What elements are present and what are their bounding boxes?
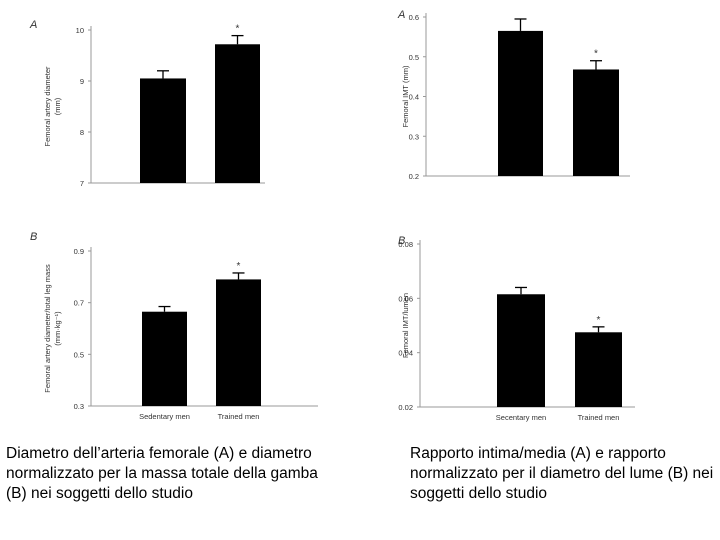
category-label: Secentary men bbox=[496, 413, 546, 422]
y-axis-label: Femoral IMT/lumen bbox=[401, 293, 410, 358]
y-axis-label: Femoral artery diameter/total leg mass bbox=[43, 264, 52, 393]
y-tick-label: 0.6 bbox=[409, 13, 419, 22]
panel-label: A bbox=[29, 19, 37, 31]
caption-left: Diametro dell’arteria femorale (A) e dia… bbox=[6, 445, 318, 502]
y-tick-label: 0.5 bbox=[409, 53, 419, 62]
bar-sedentary bbox=[140, 78, 186, 183]
y-tick-label: 0.04 bbox=[398, 349, 413, 358]
y-axis-label: (mm) bbox=[53, 97, 62, 115]
y-tick-label: 0.2 bbox=[409, 172, 419, 181]
bar-trained bbox=[216, 279, 261, 406]
category-label: Trained men bbox=[578, 413, 620, 422]
significance-marker: * bbox=[594, 49, 598, 60]
caption-right: Rapporto intima/media (A) e rapporto nor… bbox=[410, 445, 714, 502]
bar-sedentary bbox=[497, 294, 545, 407]
category-label: Trained men bbox=[218, 412, 260, 421]
bar-sedentary bbox=[498, 30, 543, 176]
category-label: Sedentary men bbox=[139, 412, 190, 421]
significance-marker: * bbox=[237, 261, 241, 272]
y-tick-label: 0.4 bbox=[409, 93, 419, 102]
y-axis-label: (mm·kg⁻¹) bbox=[53, 311, 62, 346]
bar-sedentary bbox=[142, 311, 187, 406]
y-tick-label: 0.3 bbox=[409, 132, 419, 141]
bar-trained bbox=[573, 69, 619, 176]
y-tick-label: 0.5 bbox=[74, 350, 84, 359]
panel-label: B bbox=[398, 235, 405, 247]
y-tick-label: 0.3 bbox=[74, 402, 84, 411]
chart-femoral-diameter: A 7 8 9 10 Femoral artery diameter (mm) * bbox=[29, 19, 265, 188]
y-tick-label: 0.02 bbox=[398, 403, 413, 412]
y-axis-label: Femoral artery diameter bbox=[43, 66, 52, 147]
chart-imt-lumen: B 0.02 0.04 0.06 0.08 Femoral IMT/lumen Secent… bbox=[398, 235, 635, 422]
y-tick-label: 0.06 bbox=[398, 294, 413, 303]
y-tick-label: 0.9 bbox=[74, 247, 84, 256]
significance-marker: * bbox=[236, 24, 240, 35]
panel-label: B bbox=[30, 231, 37, 243]
panel-label: A bbox=[397, 9, 405, 21]
bar-trained bbox=[575, 332, 622, 407]
bar-trained bbox=[215, 44, 260, 183]
y-tick-label: 8 bbox=[80, 128, 84, 137]
y-tick-label: 9 bbox=[80, 77, 84, 86]
y-tick-label: 0.7 bbox=[74, 299, 84, 308]
chart-femoral-imt: A 0.2 0.3 0.4 0.5 0.6 Femoral IMT (mm) * bbox=[397, 9, 630, 181]
significance-marker: * bbox=[597, 315, 601, 326]
y-axis-label: Femoral IMT (mm) bbox=[401, 65, 410, 127]
y-tick-label: 0.08 bbox=[398, 240, 413, 249]
chart-normalized-diameter: B 0.3 0.5 0.7 0.9 Femoral artery diameter/tot… bbox=[30, 231, 318, 421]
y-tick-label: 7 bbox=[80, 179, 84, 188]
y-tick-label: 10 bbox=[76, 26, 84, 35]
